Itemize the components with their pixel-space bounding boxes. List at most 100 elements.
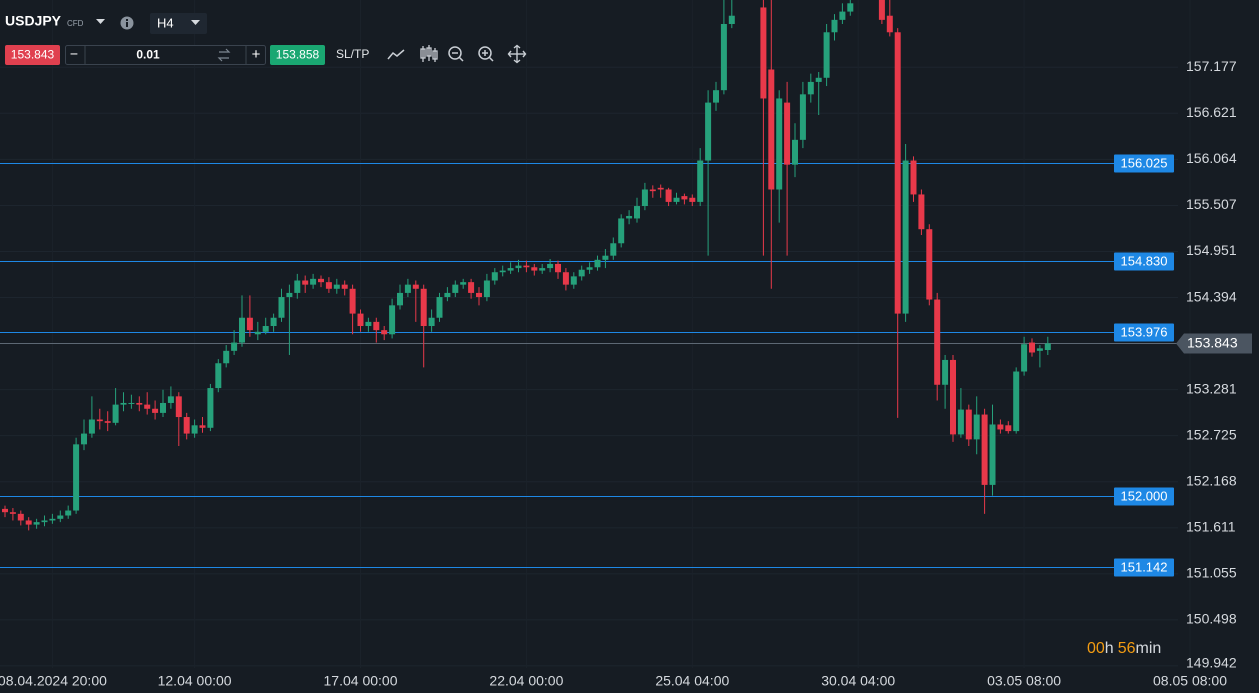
price-level-label: 153.976 (1121, 324, 1168, 339)
candle-body (570, 276, 577, 285)
candle-body (942, 359, 949, 385)
y-tick-label: 151.611 (1186, 519, 1236, 535)
pan-icon[interactable] (507, 44, 527, 64)
volume-plus[interactable]: + (252, 46, 261, 63)
price-level-tag (1114, 558, 1174, 577)
x-tick-label: 22.04 00:00 (489, 673, 563, 689)
candle-body (325, 282, 332, 289)
candle-body (104, 421, 111, 423)
candle-body (539, 268, 546, 271)
candle-body (499, 270, 506, 273)
candle-type-icon[interactable] (420, 45, 438, 62)
candle-body (728, 15, 735, 24)
candle-body (799, 94, 806, 140)
candle-body (357, 313, 364, 327)
candle-body (926, 229, 933, 300)
price-level-label: 152.000 (1121, 488, 1168, 503)
candle-body (1044, 343, 1051, 351)
candle-body (649, 189, 656, 192)
sell-price: 153.843 (11, 48, 55, 62)
candle-body (784, 102, 791, 165)
candle-body (412, 284, 419, 289)
candle-body (33, 522, 40, 525)
candle-body (555, 263, 561, 273)
candle-body (594, 259, 601, 268)
sl-tp-button[interactable]: SL/TP (336, 47, 369, 61)
candle-body (341, 284, 348, 289)
candle-body (689, 197, 696, 202)
grid (0, 66, 1178, 667)
timeframe-dropdown (191, 20, 200, 25)
candle-body (452, 284, 459, 293)
candle-body (807, 81, 814, 95)
candle-body (657, 187, 664, 190)
x-tick-label: 12.04 00:00 (158, 673, 232, 689)
candle-body (776, 98, 783, 190)
candle-body (626, 215, 633, 219)
candle-body (9, 512, 16, 514)
symbol-dropdown[interactable] (96, 19, 105, 24)
timer-hours-unit: h (1105, 640, 1114, 657)
candle-body (286, 292, 293, 298)
candle-body (957, 409, 964, 435)
price-level-tag (1114, 323, 1174, 342)
candle-body (894, 32, 901, 314)
candle-body (160, 402, 166, 413)
candle-body (152, 408, 159, 413)
candle-body (634, 206, 640, 219)
volume-minus[interactable]: − (70, 46, 78, 62)
price-level-label: 151.142 (1121, 559, 1168, 574)
candle-body (965, 409, 972, 440)
candle-body (420, 288, 427, 327)
candle-body (397, 292, 403, 306)
candle-body (231, 342, 238, 351)
candle-body (365, 321, 372, 327)
candle-body (973, 414, 980, 440)
candle-body (468, 282, 475, 293)
symbol[interactable]: USDJPY (5, 13, 62, 29)
candle-body (389, 305, 396, 335)
candle-body (705, 102, 712, 161)
swap-icon[interactable] (217, 48, 231, 62)
candle-body (918, 194, 925, 230)
zoom-in-icon[interactable] (478, 46, 494, 62)
candle-body (602, 255, 609, 260)
price-level-label: 154.830 (1121, 253, 1168, 268)
candle-body (25, 520, 32, 525)
candle-body (523, 265, 530, 268)
candle-body (1005, 425, 1012, 432)
candle-body (768, 69, 775, 190)
candle-body (65, 510, 72, 516)
y-tick-label: 155.507 (1186, 196, 1237, 212)
candle-body (262, 326, 269, 332)
volume[interactable]: 0.01 (136, 48, 160, 62)
y-tick-label: 149.942 (1186, 655, 1237, 671)
zoom-out-icon[interactable] (448, 46, 464, 62)
candle-body (878, 0, 885, 20)
candle-body (460, 282, 467, 285)
y-tick-label: 151.055 (1186, 565, 1237, 581)
axes: 149.942 150.498 151.055 151.611 152.168 152.7… (0, 58, 1252, 689)
candle-body (191, 425, 198, 434)
sell-button[interactable] (5, 45, 60, 65)
candle-body (2, 508, 8, 513)
timer-minutes: 56 (1118, 640, 1136, 657)
candle-body (254, 331, 261, 335)
line-chart-icon[interactable] (387, 49, 405, 60)
price-level-tag (1114, 252, 1174, 271)
candle-body (476, 292, 482, 298)
candle-body (515, 265, 522, 269)
candle-body (175, 396, 182, 418)
candle-body (720, 23, 727, 91)
candle-body (167, 396, 174, 403)
timeframe-select[interactable] (150, 13, 207, 34)
candle-body (760, 7, 767, 99)
candle-body (144, 404, 151, 409)
buy-button[interactable] (270, 45, 325, 65)
y-tick-label: 153.281 (1186, 380, 1237, 396)
candle-body (531, 267, 538, 271)
candle-body (641, 189, 648, 207)
timer-hours: 00 (1087, 640, 1105, 657)
